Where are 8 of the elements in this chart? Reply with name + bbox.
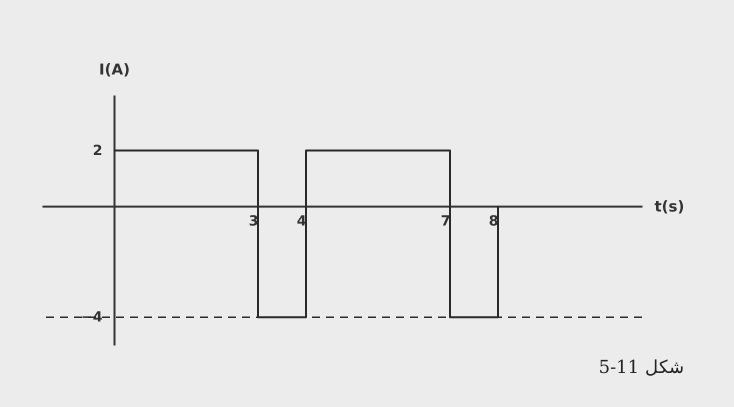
x-tick-label: 3 <box>248 214 258 230</box>
y-axis-title: I(A) <box>99 60 130 78</box>
x-axis-title: t(s) <box>654 198 684 216</box>
y-tick-label: 2 <box>92 143 102 160</box>
x-tick-label: 7 <box>440 214 450 230</box>
text: شكل 11-5 <box>598 357 684 378</box>
x-tick-label: 4 <box>296 214 307 230</box>
x-tick-label: 8 <box>488 214 498 230</box>
